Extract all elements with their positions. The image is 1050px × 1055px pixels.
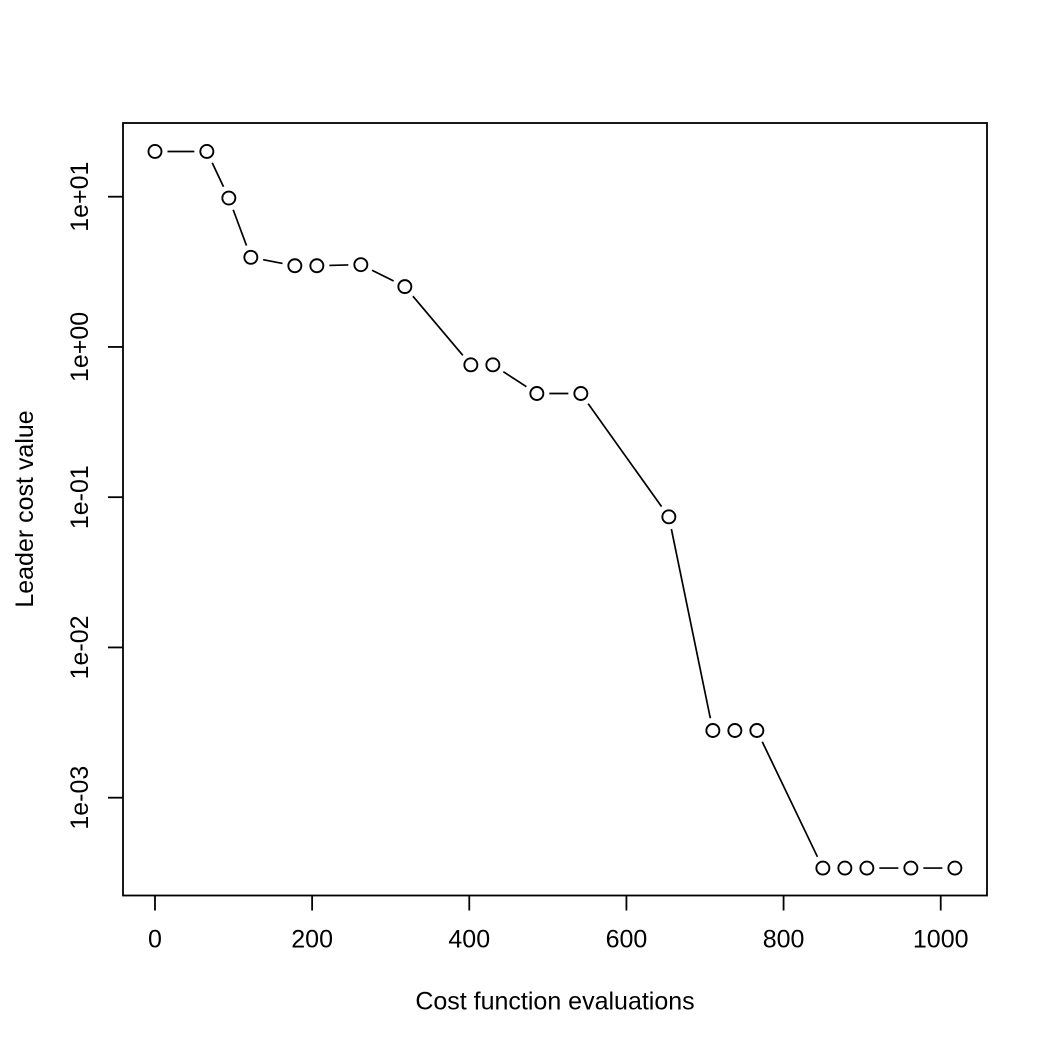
data-point <box>838 862 851 875</box>
data-point <box>860 862 873 875</box>
y-tick-label: 1e-02 <box>66 615 94 679</box>
data-point <box>728 724 741 737</box>
data-point <box>464 358 477 371</box>
data-point <box>222 192 235 205</box>
x-axis-title: Cost function evaluations <box>415 988 694 1016</box>
y-tick-label: 1e-03 <box>66 766 94 830</box>
x-axis: 0 200 400 600 800 1000 <box>148 896 969 954</box>
data-point <box>904 862 917 875</box>
series-segment <box>588 404 661 507</box>
x-tick-label: 200 <box>291 926 333 954</box>
x-tick-label: 400 <box>448 926 490 954</box>
y-tick-label: 1e+00 <box>66 312 94 382</box>
data-point <box>662 510 675 523</box>
data-point <box>486 358 499 371</box>
data-point <box>530 387 543 400</box>
y-tick-label: 1e-01 <box>66 465 94 529</box>
data-point <box>200 145 213 158</box>
x-tick-label: 1000 <box>913 926 969 954</box>
y-axis-title: Leader cost value <box>11 410 39 607</box>
plot-border <box>123 123 987 896</box>
series-segment <box>413 296 463 355</box>
series-segment <box>762 742 817 857</box>
data-point <box>288 259 301 272</box>
data-point <box>398 280 411 293</box>
x-tick-label: 600 <box>606 926 648 954</box>
data-point <box>244 251 257 264</box>
data-series <box>148 145 961 875</box>
series-segment <box>233 210 246 246</box>
data-point <box>706 724 719 737</box>
y-tick-label: 1e+01 <box>66 162 94 232</box>
x-tick-label: 0 <box>148 926 162 954</box>
data-point <box>148 145 161 158</box>
x-tick-label: 800 <box>763 926 805 954</box>
y-axis: 1e+01 1e+00 1e-01 1e-02 1e-03 <box>66 162 123 830</box>
series-segment <box>671 529 710 718</box>
data-point <box>750 724 763 737</box>
data-point <box>574 387 587 400</box>
series-segment <box>372 270 394 281</box>
data-point <box>310 259 323 272</box>
series-segment <box>503 372 526 387</box>
series-segment <box>212 163 223 187</box>
series-segment <box>263 260 282 264</box>
data-point <box>816 862 829 875</box>
data-point <box>354 258 367 271</box>
data-point <box>948 862 961 875</box>
